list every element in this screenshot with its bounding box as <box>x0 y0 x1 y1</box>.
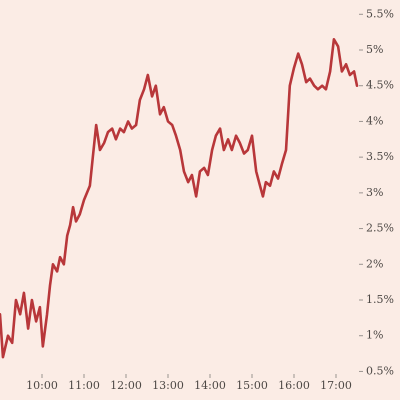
x-tick-label: 12:00 <box>110 379 142 392</box>
x-tick-label: 10:00 <box>26 379 58 392</box>
y-tick-label: 3% <box>366 186 383 199</box>
x-tick-label: 17:00 <box>320 379 352 392</box>
x-tick-label: 15:00 <box>236 379 268 392</box>
y-tick-label: 3.5% <box>366 150 394 163</box>
y-tick-label: 2.5% <box>366 222 394 235</box>
y-tick-label: 4.5% <box>366 79 394 92</box>
y-tick-label: 4% <box>366 114 383 127</box>
x-tick-label: 14:00 <box>194 379 226 392</box>
y-tick-label: 5.5% <box>366 7 394 20</box>
x-tick-label: 13:00 <box>152 379 184 392</box>
y-tick-label: 2% <box>366 257 383 270</box>
y-tick-label: 1% <box>366 329 383 342</box>
line-series <box>0 37 359 359</box>
y-tick-label: 5% <box>366 43 383 56</box>
x-tick-label: 11:00 <box>68 379 100 392</box>
x-tick-label: 16:00 <box>278 379 310 392</box>
y-tick-label: 1.5% <box>366 293 394 306</box>
y-tick-label: 0.5% <box>366 364 394 377</box>
